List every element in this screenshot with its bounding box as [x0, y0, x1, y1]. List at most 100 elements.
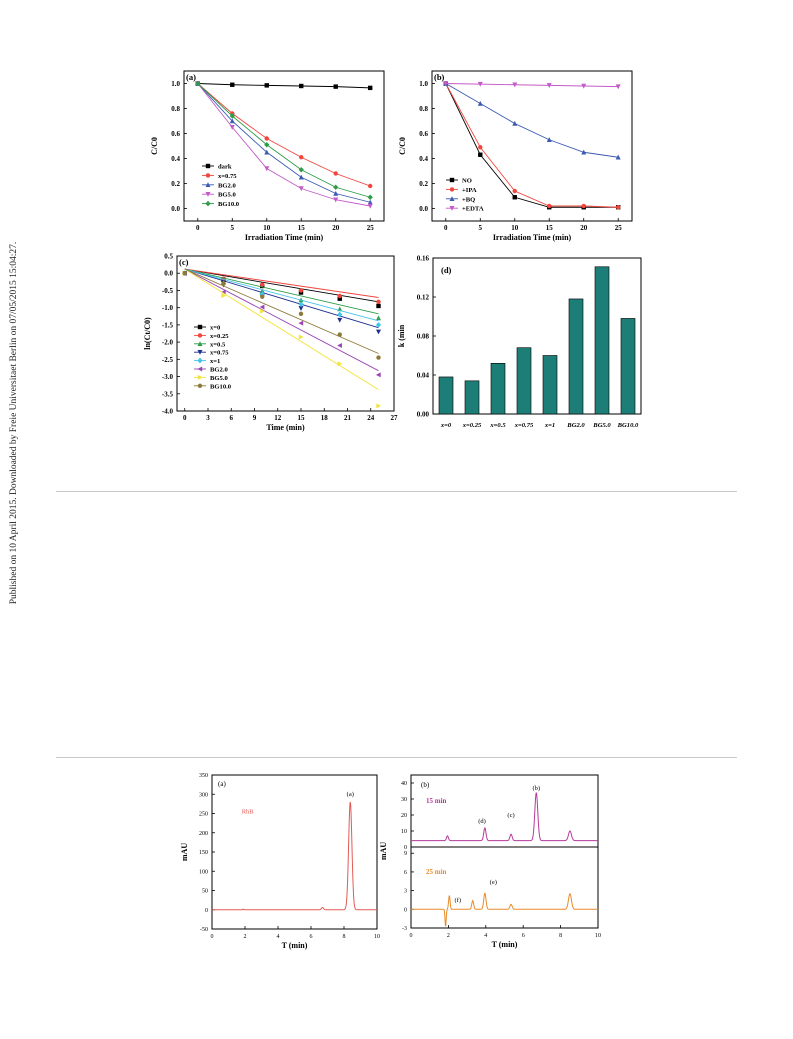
y-tick-label: 0.0 [171, 205, 180, 213]
x-tick-label: 20 [580, 224, 588, 232]
series-line-2 [445, 83, 619, 158]
legend-label: x=1 [210, 358, 220, 365]
legend-marker [197, 333, 203, 338]
data-point [375, 372, 381, 378]
data-point [376, 355, 381, 360]
legend-marker [205, 163, 211, 169]
y-tick-label: -1.0 [162, 304, 174, 312]
legend-marker [197, 374, 203, 380]
data-point [337, 332, 342, 337]
y-tick-label: 3 [404, 889, 407, 895]
data-point [229, 125, 235, 130]
y-tick-label: 0.2 [171, 180, 180, 188]
category-label: x=1 [544, 422, 555, 429]
x-tick-label: 25 [367, 224, 375, 232]
y-axis-label: k (min [397, 324, 406, 347]
x-tick-label: 6 [522, 933, 525, 939]
fit-line-3 [184, 268, 379, 329]
y-tick-label: 0 [205, 908, 208, 914]
legend-marker [205, 192, 211, 197]
y-tick-label: 0 [404, 845, 407, 851]
legend-marker [205, 173, 211, 178]
bar [490, 362, 506, 415]
y-tick-label: 20 [401, 813, 407, 819]
legend-label: +EDTA [462, 206, 484, 213]
x-tick-label: 4 [277, 934, 280, 940]
y-tick-label: 0 [404, 907, 407, 913]
plot-frame [183, 70, 385, 222]
x-tick-label: 20 [332, 224, 340, 232]
data-point [478, 145, 483, 150]
legend-label: x=0.75 [218, 173, 237, 180]
data-point [260, 282, 265, 287]
y-tick-label: 250 [199, 812, 208, 818]
legend-label: BG5.0 [210, 375, 228, 382]
legend-label: NO [462, 178, 472, 185]
x-tick-label: 0 [211, 934, 214, 940]
chromatogram-line [411, 892, 598, 927]
legend-marker [205, 182, 211, 187]
divider-bottom [56, 757, 737, 758]
data-point [333, 197, 339, 203]
fit-line-2 [184, 268, 379, 315]
data-point [264, 141, 270, 148]
fit-line-6 [184, 268, 379, 391]
x-tick-label: 2 [447, 933, 450, 939]
legend-label: BG10.0 [210, 383, 232, 390]
legend-marker [197, 383, 203, 388]
data-point [333, 190, 339, 196]
data-point [443, 81, 449, 87]
y-tick-label: 0.0 [164, 270, 173, 278]
bar [516, 347, 532, 415]
data-point [298, 306, 304, 311]
y-tick-label: 150 [199, 850, 208, 856]
y-tick-label: 0.16 [417, 255, 430, 263]
y-tick-label: 0.6 [419, 130, 428, 138]
data-point [376, 303, 381, 309]
legend-marker [449, 187, 455, 192]
y-tick-label: 0.8 [419, 105, 428, 113]
legend-label: BG10.0 [218, 201, 240, 208]
data-point [367, 203, 373, 209]
data-point [333, 171, 338, 176]
subplot-frame [410, 774, 599, 848]
data-point [477, 81, 483, 87]
data-point [264, 149, 270, 155]
x-tick-label: 4 [484, 933, 487, 939]
series-line-1 [445, 83, 619, 208]
plot-frame [211, 774, 378, 930]
chromatogram-line [212, 801, 377, 911]
peak-label: (b) [532, 785, 540, 792]
data-point [547, 203, 552, 209]
x-tick-label: 15 [298, 224, 306, 232]
data-point [259, 304, 265, 310]
x-axis-label: Irradiation Time (min) [245, 233, 324, 242]
x-tick-label: 27 [391, 414, 399, 422]
y-tick-label: 300 [199, 792, 208, 798]
y-tick-label: -3.0 [162, 373, 174, 381]
x-tick-label: 2 [244, 934, 247, 940]
data-point [512, 120, 518, 126]
x-tick-label: 6 [230, 414, 234, 422]
y-tick-label: -4.0 [162, 408, 174, 416]
category-label: BG10.0 [617, 422, 639, 429]
x-tick-label: 12 [274, 414, 282, 422]
bar [620, 318, 636, 415]
y-tick-label: -0.5 [162, 287, 174, 295]
fit-line-7 [184, 268, 379, 354]
plot-frame [431, 70, 633, 222]
peak-label: (c) [507, 812, 514, 819]
data-point [512, 82, 518, 88]
legend-label: +BQ [462, 196, 475, 203]
data-point [298, 174, 304, 180]
legend-marker [205, 200, 211, 207]
y-tick-label: 0.0 [419, 205, 428, 213]
y-tick-label: 350 [199, 773, 208, 779]
peak-label: (e) [490, 879, 497, 886]
panel-c: 0 3 6 9 12 15 18 21 24 27 0.5 0.0 -0.5 -1.0 -1.5 -2.0 -2… [143, 253, 398, 433]
data-point [298, 288, 304, 293]
fit-line-1 [184, 268, 379, 298]
x-tick-label: 10 [511, 224, 519, 232]
category-label: BG2.0 [566, 422, 585, 429]
x-tick-label: 0 [183, 414, 187, 422]
